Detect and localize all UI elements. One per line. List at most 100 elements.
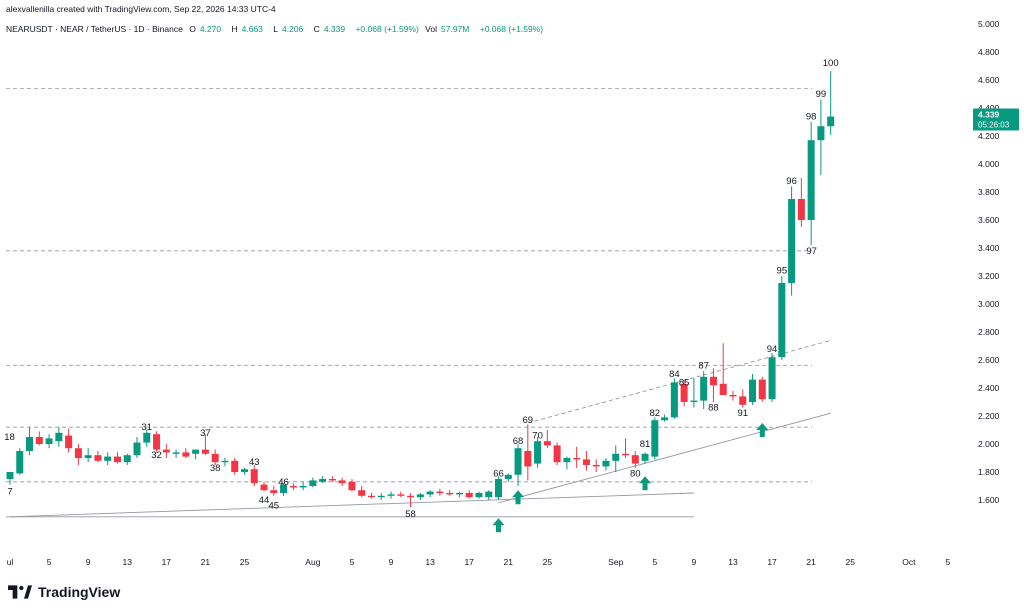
x-tick-label: 13	[123, 557, 133, 567]
x-tick-label: 21	[806, 557, 816, 567]
up-arrow-icon	[639, 476, 652, 491]
candle-body	[6, 472, 14, 479]
y-tick-label: 3.600	[978, 215, 1000, 225]
wave-count-label: 7	[7, 487, 12, 498]
candle-body	[592, 465, 600, 467]
up-arrow-icon	[492, 518, 505, 533]
y-tick-label: 2.600	[978, 355, 1000, 365]
wave-count-label: 58	[405, 509, 416, 520]
y-tick-label: 5.000	[978, 19, 1000, 29]
open-value: 4.270	[199, 24, 222, 34]
candle-body	[123, 455, 131, 463]
candle-body	[446, 493, 454, 495]
wave-count-label: 18	[4, 432, 15, 443]
wave-count-label: 88	[708, 403, 719, 414]
candle-body	[504, 474, 512, 479]
high-value: 4.663	[241, 24, 263, 34]
x-tick-label: 9	[692, 557, 697, 567]
tradingview-logo-icon	[8, 585, 32, 599]
candle-body	[26, 437, 34, 451]
candle-body	[631, 455, 639, 464]
candle-body	[563, 458, 571, 463]
candle-body	[377, 495, 385, 498]
x-tick-label: Oct	[902, 557, 916, 567]
tradingview-logo[interactable]: TradingView	[8, 584, 120, 600]
x-tick-label: ul	[7, 557, 14, 567]
volume-value: 57.97M	[441, 24, 470, 34]
y-tick-label: 4.400	[978, 103, 1000, 113]
x-tick-label: 21	[201, 557, 211, 567]
y-tick-label: 2.200	[978, 411, 1000, 421]
candle-body	[485, 491, 493, 498]
tradingview-brand-text: TradingView	[38, 584, 121, 600]
candle-body	[709, 376, 717, 386]
x-tick-label: 25	[845, 557, 855, 567]
x-tick-label: 25	[543, 557, 553, 567]
y-tick-label: 4.800	[978, 47, 1000, 57]
candle-body	[162, 449, 170, 453]
candle-body	[797, 199, 805, 220]
x-tick-label: 13	[425, 557, 435, 567]
candle-body	[299, 486, 307, 488]
wave-count-label: 81	[640, 439, 651, 450]
candle-body	[407, 495, 415, 498]
x-tick-label: 5	[946, 557, 951, 567]
y-tick-label: 3.200	[978, 271, 1000, 281]
wave-count-label: 85	[679, 377, 690, 388]
wave-count-label: 100	[823, 58, 839, 69]
up-arrow-icon	[512, 490, 525, 505]
candle-body	[602, 460, 610, 467]
wave-count-label: 97	[806, 246, 817, 257]
low-label: L	[273, 24, 279, 34]
candle-body	[397, 494, 405, 496]
candle-body	[426, 491, 434, 495]
x-tick-label: 9	[389, 557, 394, 567]
ohlc-low: L 4.206	[273, 24, 307, 34]
candle-body	[211, 453, 219, 463]
wave-count-label: 82	[650, 408, 661, 419]
candle-body	[651, 420, 659, 457]
x-tick-label: 17	[767, 557, 777, 567]
candle-body	[612, 453, 620, 461]
candle-body	[680, 383, 688, 402]
volume-label: Vol	[425, 24, 437, 34]
wave-count-label: 43	[249, 457, 260, 468]
wave-count-label: 37	[200, 428, 211, 439]
candle-body	[641, 453, 649, 461]
candle-body	[16, 451, 24, 474]
symbol-info-bar: NEARUSDT · NEAR / TetherUS · 1D · Binanc…	[6, 24, 547, 34]
candle-body	[260, 484, 268, 491]
y-tick-label: 3.400	[978, 243, 1000, 253]
candle-body	[221, 460, 229, 463]
candle-body	[807, 140, 815, 220]
candle-body	[309, 480, 317, 486]
y-tick-label: 1.800	[978, 467, 1000, 477]
candle-body	[768, 357, 776, 400]
symbol-label[interactable]: NEARUSDT · NEAR / TetherUS · 1D · Binanc…	[6, 24, 183, 34]
current-price-value: 4.339	[978, 110, 1000, 120]
y-tick-label: 2.800	[978, 327, 1000, 337]
y-tick-label: 4.000	[978, 159, 1000, 169]
candle-body	[94, 455, 102, 461]
ohlc-open: O 4.270	[189, 24, 225, 34]
candle-body	[758, 379, 766, 400]
candle-body	[543, 441, 551, 446]
wave-count-label: 31	[141, 422, 152, 433]
ohlc-close: C 4.339	[314, 24, 349, 34]
wave-count-label: 68	[513, 436, 524, 447]
candle-body	[729, 395, 737, 397]
ohlc-high: H 4.663	[231, 24, 266, 34]
candle-body	[670, 382, 678, 418]
trend-line	[498, 412, 831, 504]
candle-body	[133, 442, 141, 456]
y-tick-label: 2.000	[978, 439, 1000, 449]
candle-body	[280, 484, 288, 493]
wave-count-label: 95	[777, 265, 788, 276]
wave-count-label: 91	[737, 408, 748, 419]
candle-body	[367, 495, 375, 498]
candle-body	[661, 417, 669, 421]
y-tick-label: 3.800	[978, 187, 1000, 197]
candle-body	[338, 480, 346, 484]
candle-body	[582, 459, 590, 465]
